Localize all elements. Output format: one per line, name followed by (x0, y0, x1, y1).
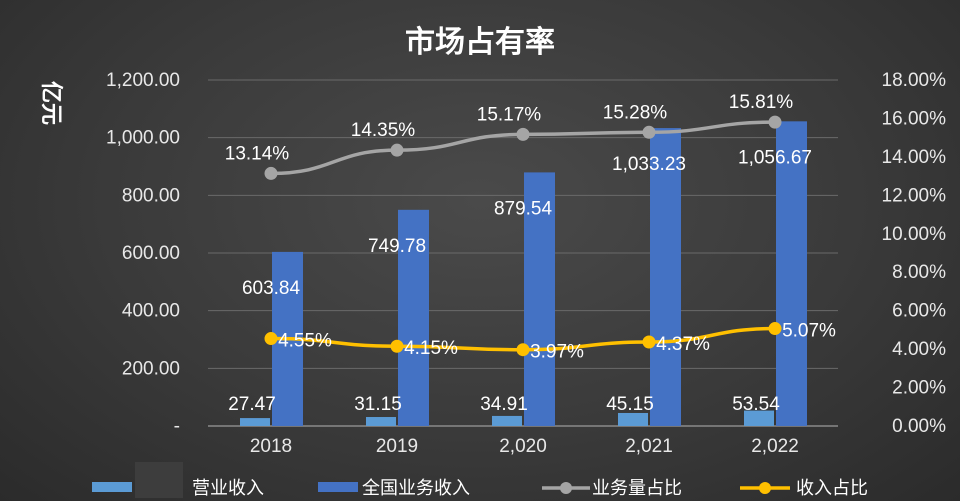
x-tick-label: 2,020 (499, 436, 547, 457)
bar-revenue-label: 34.91 (480, 394, 528, 415)
left-tick-label: 600.00 (122, 243, 180, 264)
bar-national-revenue (524, 172, 555, 426)
right-tick-label: 4.00% (892, 339, 946, 360)
data-labels: 27.47 603.84 31.15 749.78 34.91 879.54 45.15 1,… (225, 92, 836, 415)
point-revenue-share (264, 332, 278, 346)
right-tick-label: 12.00% (882, 185, 947, 206)
legend-occluder (135, 462, 183, 498)
legend-national-label: 全国业务收入 (362, 478, 470, 499)
right-tick-label: 8.00% (892, 262, 946, 283)
left-tick-label: - (174, 416, 180, 437)
right-tick-label: 14.00% (882, 147, 947, 168)
legend-national-swatch (318, 482, 358, 492)
bar-national-revenue (650, 128, 681, 427)
right-tick-label: 6.00% (892, 301, 946, 322)
bar-revenue (240, 418, 270, 426)
volume-share-label: 15.17% (477, 104, 542, 125)
bar-national-revenue-label: 879.54 (494, 198, 553, 219)
left-tick-label: 1,200.00 (106, 70, 180, 91)
x-tick-label: 2,021 (625, 436, 673, 457)
bar-revenue (744, 410, 774, 426)
y-axis-unit-label: 亿元 (38, 81, 63, 125)
revenue-share-label: 4.37% (656, 334, 710, 355)
bar-national-revenue-label: 1,056.67 (738, 147, 812, 168)
legend-revenue-swatch (92, 482, 132, 492)
left-tick-label: 200.00 (122, 358, 180, 379)
revenue-share-label: 3.97% (530, 342, 584, 363)
bar-national-revenue-label: 603.84 (242, 278, 301, 299)
left-tick-label: 1,000.00 (106, 128, 180, 149)
volume-share-label: 13.14% (225, 143, 290, 164)
right-tick-label: 18.00% (882, 70, 947, 91)
right-tick-label: 2.00% (892, 378, 946, 399)
revenue-share-label: 4.15% (404, 338, 458, 359)
revenue-share-label: 5.07% (782, 321, 836, 342)
point-volume-share (642, 125, 656, 139)
bar-revenue-label: 45.15 (606, 394, 654, 415)
bar-revenue (618, 412, 648, 426)
bar-revenue-label: 27.47 (228, 394, 276, 415)
right-tick-label: 0.00% (892, 416, 946, 437)
right-tick-label: 10.00% (882, 224, 947, 245)
bar-series (240, 121, 807, 427)
x-tick-label: 2019 (376, 436, 418, 457)
point-revenue-share (642, 335, 656, 349)
line-series (264, 115, 782, 357)
left-axis-ticks: - 200.00 400.00 600.00 800.00 1,000.00 1,200.0… (106, 70, 180, 437)
right-axis-ticks: 0.00% 2.00% 4.00% 6.00% 8.00% 10.00% 12.00% 14.… (882, 70, 947, 437)
legend-volume-label: 业务量占比 (592, 478, 682, 499)
bar-revenue (492, 415, 522, 426)
bar-national-revenue-label: 1,033.23 (612, 154, 686, 175)
left-tick-label: 800.00 (122, 185, 180, 206)
left-tick-label: 400.00 (122, 301, 180, 322)
point-volume-share (264, 166, 278, 180)
point-volume-share (768, 115, 782, 129)
bar-revenue (366, 417, 396, 426)
point-revenue-share (390, 339, 404, 353)
point-volume-share (390, 143, 404, 157)
x-axis-ticks: 2018 2019 2,020 2,021 2,022 (250, 436, 799, 457)
right-tick-label: 16.00% (882, 108, 947, 129)
legend-revenue-label: 营业收入 (192, 478, 264, 499)
volume-share-label: 14.35% (351, 120, 416, 141)
point-revenue-share (516, 343, 530, 357)
legend: 营业收入 全国业务收入 业务量占比 收入占比 (92, 462, 868, 499)
legend-share-label: 收入占比 (796, 478, 868, 499)
bar-national-revenue-label: 749.78 (368, 236, 426, 257)
point-revenue-share (768, 322, 782, 336)
bar-national-revenue (776, 121, 807, 427)
volume-share-label: 15.28% (603, 102, 668, 123)
x-tick-label: 2018 (250, 436, 292, 457)
chart-title: 市场占有率 (405, 25, 555, 60)
volume-share-label: 15.81% (729, 92, 794, 113)
bar-revenue-label: 31.15 (354, 394, 402, 415)
bar-revenue-label: 53.54 (732, 394, 780, 415)
point-volume-share (516, 127, 530, 141)
bar-national-revenue (398, 209, 429, 426)
x-tick-label: 2,022 (751, 436, 799, 457)
revenue-share-label: 4.55% (278, 331, 332, 352)
legend-share-marker (759, 482, 771, 494)
legend-volume-marker (560, 482, 572, 494)
